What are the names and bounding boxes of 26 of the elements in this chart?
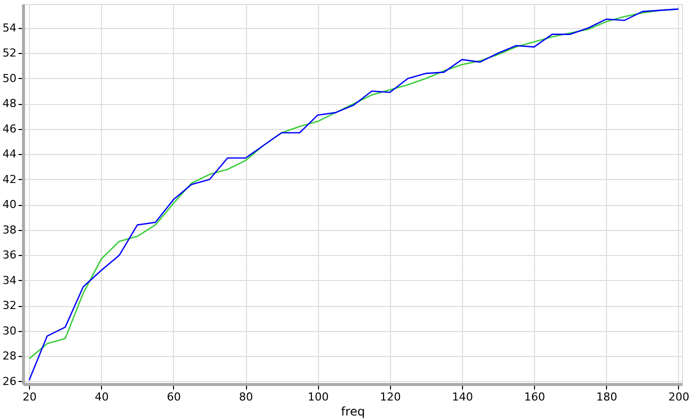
y-tick-label: 38 bbox=[2, 223, 16, 236]
y-tick-label: 52 bbox=[2, 46, 16, 60]
y-tick-label: 42 bbox=[2, 172, 16, 186]
y-tick-label: 48 bbox=[2, 97, 16, 110]
y-tick-label: 26 bbox=[2, 374, 16, 388]
y-tick-label: 40 bbox=[2, 198, 16, 212]
x-tick-label: 40 bbox=[94, 390, 109, 404]
y-tick-label: 44 bbox=[2, 148, 16, 161]
x-tick-label: 60 bbox=[166, 390, 181, 404]
y-tick-label: 36 bbox=[2, 248, 16, 262]
y-tick-label: 32 bbox=[2, 299, 16, 312]
y-tick-label: 50 bbox=[2, 72, 16, 85]
y-tick-label: 34 bbox=[2, 274, 16, 287]
x-tick-label: 80 bbox=[239, 390, 254, 404]
y-tick-label: 30 bbox=[2, 324, 16, 338]
y-tick-label: 46 bbox=[2, 122, 16, 136]
x-tick-label: 200 bbox=[668, 390, 690, 404]
x-tick-label: 140 bbox=[452, 390, 473, 404]
x-axis-title: freq bbox=[341, 404, 365, 418]
x-tick-label: 100 bbox=[308, 390, 329, 404]
x-tick-label: 160 bbox=[524, 390, 546, 404]
x-tick-label: 180 bbox=[596, 390, 618, 404]
x-tick-label: 120 bbox=[380, 390, 401, 404]
y-tick-label: 28 bbox=[2, 350, 16, 363]
y-tick-label: 54 bbox=[2, 21, 16, 34]
x-tick-label: 20 bbox=[22, 390, 37, 404]
